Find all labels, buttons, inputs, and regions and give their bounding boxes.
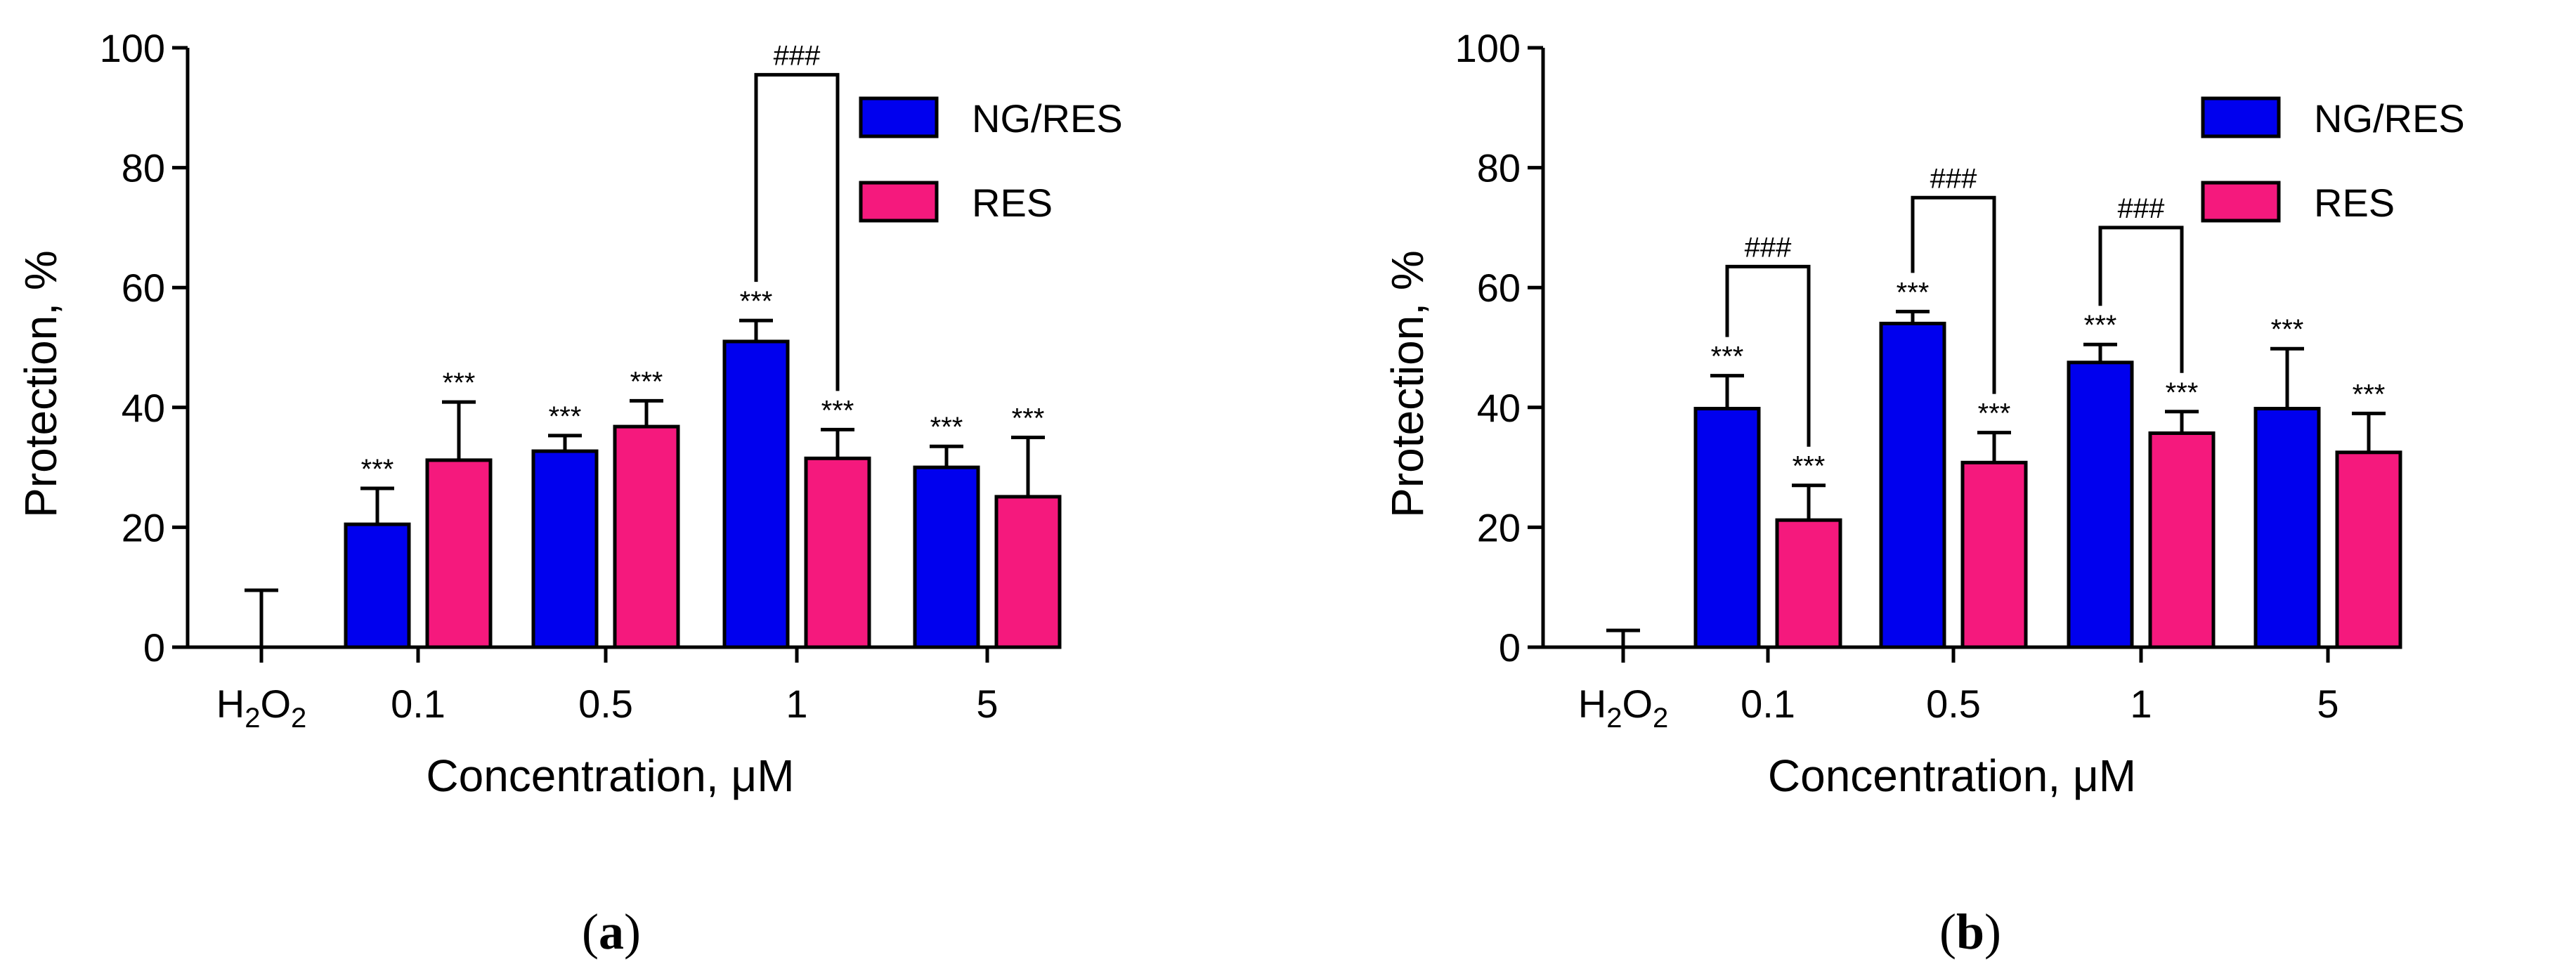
bar-res [994, 495, 1062, 649]
x-tick-label: 0.5 [578, 682, 633, 726]
comparison-bracket [754, 72, 840, 391]
y-tick-label: 0 [143, 625, 165, 670]
legend-label: RES [2314, 181, 2395, 225]
x-tick-label: 5 [976, 682, 998, 726]
bar-ng-res [2253, 407, 2321, 649]
y-tick-label: 60 [122, 266, 165, 310]
control-label-subscript: 2 [1653, 703, 1668, 734]
bar-res [1960, 460, 2028, 649]
legend-swatch [859, 181, 939, 223]
bar-res [425, 458, 493, 649]
significance-label: *** [443, 368, 476, 398]
y-tick-label: 80 [1477, 146, 1521, 190]
significance-label: *** [361, 454, 394, 485]
control-label-part: O [260, 682, 291, 726]
legend-swatch [2201, 181, 2281, 223]
y-axis-title: Protection, % [1382, 250, 1433, 518]
bar-ng-res [344, 522, 411, 649]
significance-label: *** [2353, 379, 2386, 410]
x-tick-label: 0.1 [1741, 682, 1795, 726]
bar-res [2148, 431, 2216, 649]
significance-label: *** [821, 395, 854, 426]
y-axis-title: Protection, % [15, 250, 66, 518]
significance-label: *** [2166, 377, 2199, 408]
significance-label: *** [1897, 277, 1930, 308]
comparison-label: ### [1745, 232, 1792, 263]
bar-ng-res [1693, 407, 1761, 649]
y-tick-label: 0 [1499, 625, 1521, 670]
legend-label: NG/RES [2314, 96, 2465, 141]
panel-label-letter: a [599, 904, 624, 960]
y-tick-label: 20 [1477, 505, 1521, 549]
control-label: H2O2 [216, 682, 307, 734]
bar-res [613, 424, 680, 649]
significance-label: *** [2271, 314, 2304, 345]
control-label-subscript: 2 [291, 703, 306, 734]
comparison-bracket [1725, 264, 1811, 447]
control-label: H2O2 [1578, 682, 1669, 734]
y-tick-label: 80 [122, 146, 165, 190]
control-label-subscript: 2 [245, 703, 260, 734]
x-axis-title: Concentration, μM [1768, 750, 2136, 801]
control-label-part: H [1578, 682, 1606, 726]
legend-swatch [2201, 96, 2281, 138]
legend-label: RES [972, 181, 1053, 225]
comparison-label: ### [2118, 193, 2165, 224]
significance-label: *** [1012, 403, 1045, 434]
significance-label: *** [740, 286, 773, 317]
significance-label: *** [2084, 310, 2117, 341]
panel-label: (a) [582, 904, 641, 960]
panel-label-open: ( [1939, 904, 1956, 960]
significance-label: *** [930, 412, 963, 443]
control-label-part: H [216, 682, 245, 726]
comparison-label: ### [1930, 163, 1977, 194]
significance-label: *** [549, 401, 582, 432]
y-tick-label: 40 [1477, 386, 1521, 430]
significance-label: *** [1711, 342, 1744, 372]
significance-label: *** [1793, 451, 1826, 482]
panel-label-close: ) [1984, 904, 2001, 960]
x-tick-label: 0.5 [1926, 682, 1981, 726]
bar-ng-res [2067, 360, 2134, 649]
comparison-bracket [2098, 226, 2184, 373]
comparison-label: ### [774, 40, 821, 71]
bar-ng-res [531, 449, 599, 649]
legend-swatch [859, 96, 939, 138]
y-tick-label: 20 [122, 505, 165, 549]
x-axis-title: Concentration, μM [426, 750, 794, 801]
x-tick-label: 0.1 [391, 682, 445, 726]
legend-label: NG/RES [972, 96, 1123, 141]
y-tick-label: 40 [122, 386, 165, 430]
control-label-part: O [1622, 682, 1653, 726]
bar-res [1775, 518, 1842, 649]
y-tick-label: 100 [1455, 26, 1521, 70]
panel-label-open: ( [582, 904, 599, 960]
x-tick-label: 1 [786, 682, 807, 726]
significance-label: *** [1978, 398, 2011, 429]
bar-res [804, 456, 871, 649]
panel-label-letter: b [1956, 904, 1984, 960]
x-tick-label: 5 [2317, 682, 2338, 726]
bar-res [2335, 450, 2402, 649]
y-tick-label: 60 [1477, 266, 1521, 310]
comparison-bracket [1911, 195, 1996, 394]
panel-label-close: ) [624, 904, 641, 960]
panel-label: (b) [1939, 904, 2001, 960]
bar-ng-res [722, 339, 790, 649]
y-tick-label: 100 [100, 26, 165, 70]
bar-ng-res [1879, 321, 1946, 649]
control-label-subscript: 2 [1606, 703, 1622, 734]
x-tick-label: 1 [2130, 682, 2152, 726]
significance-label: *** [630, 366, 663, 397]
bar-ng-res [913, 465, 980, 649]
